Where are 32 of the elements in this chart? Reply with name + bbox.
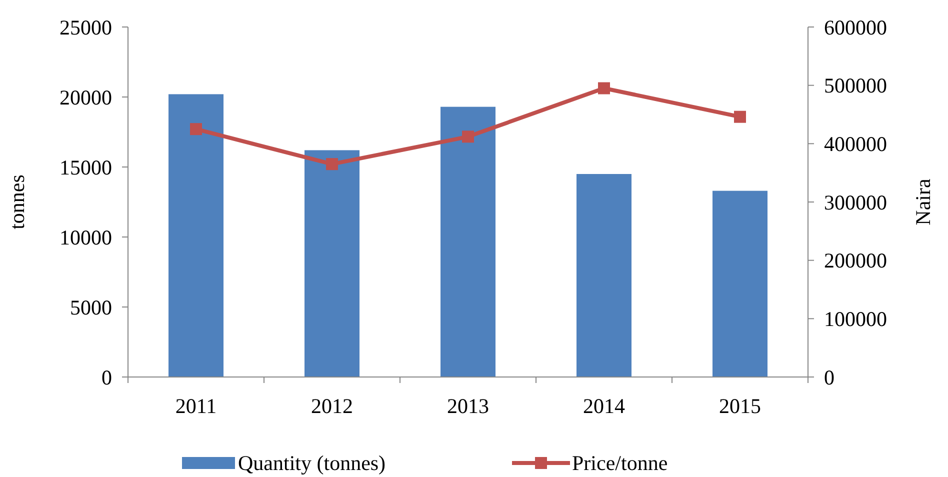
point — [598, 82, 610, 94]
x-tick-label: 2013 — [447, 394, 489, 418]
point — [326, 158, 338, 170]
bar — [576, 174, 632, 377]
point — [734, 110, 746, 123]
y2-tick-label: 500000 — [824, 74, 887, 98]
legend-label: Quantity (tonnes) — [238, 451, 386, 475]
y-tick-label: 5000 — [70, 295, 112, 320]
y-tick-label: 0 — [102, 365, 112, 390]
y-tick-label: 20000 — [60, 85, 112, 110]
y-axis-title: tonnes — [5, 174, 29, 230]
x-tick-label: 2012 — [311, 394, 353, 418]
y2-tick-label: 0 — [824, 365, 834, 390]
x-tick-label: 2014 — [583, 394, 626, 418]
y-tick-label: 10000 — [60, 225, 112, 250]
bar — [712, 190, 768, 377]
y2-tick-label: 200000 — [824, 248, 887, 273]
y2-tick-label: 300000 — [824, 190, 887, 214]
y2-tick-label: 600000 — [824, 15, 887, 40]
y2-axis-title: Naira — [911, 178, 935, 226]
bar — [440, 106, 496, 377]
y2-tick-label: 100000 — [824, 307, 887, 332]
point — [190, 123, 202, 136]
bar — [304, 150, 360, 377]
x-tick-label: 2011 — [175, 394, 217, 418]
legend-label: Price/tonne — [572, 451, 668, 475]
y-tick-label: 25000 — [60, 15, 112, 40]
x-tick-label: 2015 — [719, 394, 761, 418]
y2-tick-label: 400000 — [824, 132, 887, 156]
point — [462, 130, 474, 143]
y-tick-label: 15000 — [60, 155, 112, 180]
bar — [168, 94, 224, 377]
